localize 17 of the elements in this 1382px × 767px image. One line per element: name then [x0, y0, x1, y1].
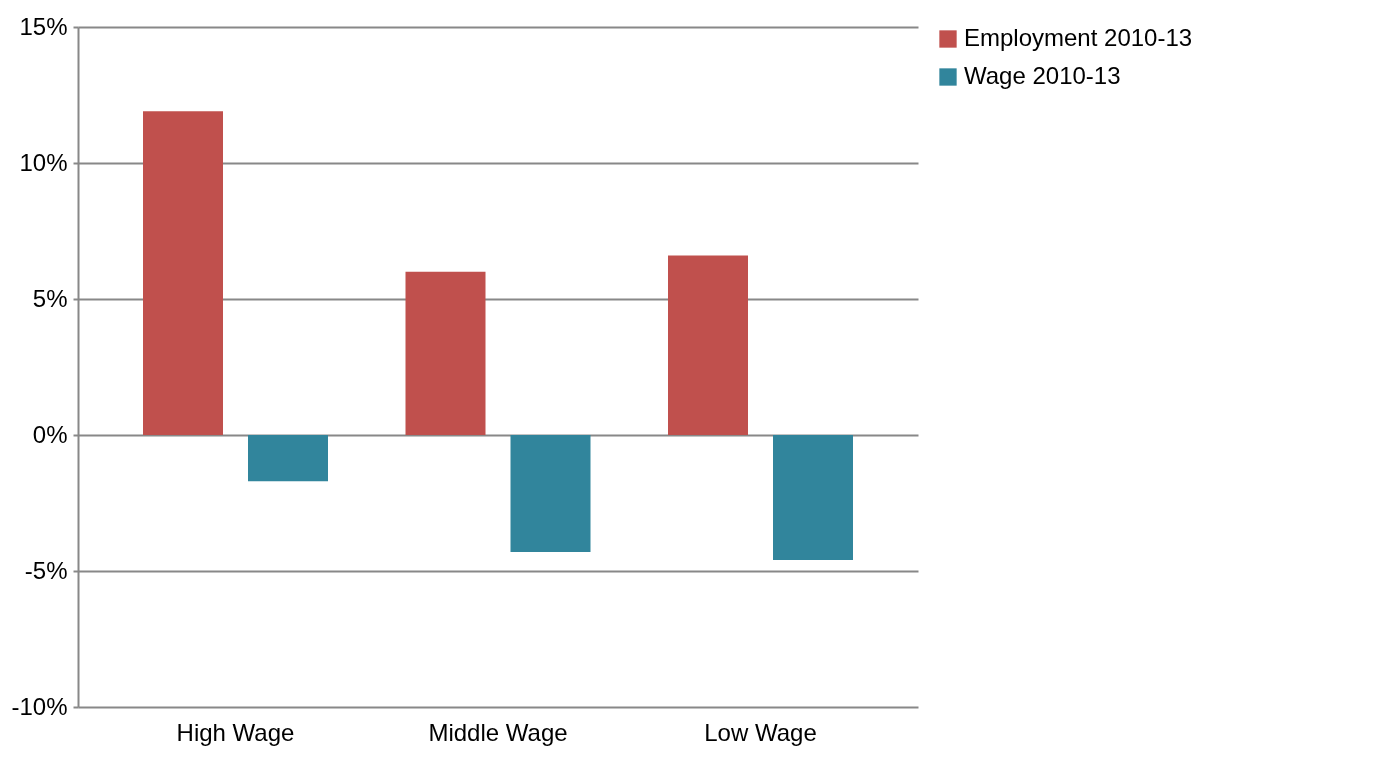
y-tick-label: 15% — [19, 12, 68, 40]
x-tick-label: Middle Wage — [428, 718, 568, 746]
bar — [510, 435, 591, 552]
y-tick-label: 10% — [19, 148, 68, 176]
bar — [248, 435, 328, 482]
legend-label: Wage 2010-13 — [964, 62, 1121, 89]
y-tick-label: 0% — [32, 420, 68, 448]
x-tick-label: High Wage — [176, 718, 295, 746]
bar — [405, 271, 486, 435]
y-tick-label: -5% — [24, 556, 68, 584]
y-tick-label: -10% — [11, 692, 68, 720]
bar — [773, 435, 853, 561]
x-tick-label: Low Wage — [704, 718, 817, 746]
bar — [143, 111, 223, 435]
bar — [668, 255, 748, 435]
legend-label: Employment 2010-13 — [964, 24, 1193, 51]
y-tick-label: 5% — [32, 284, 68, 312]
